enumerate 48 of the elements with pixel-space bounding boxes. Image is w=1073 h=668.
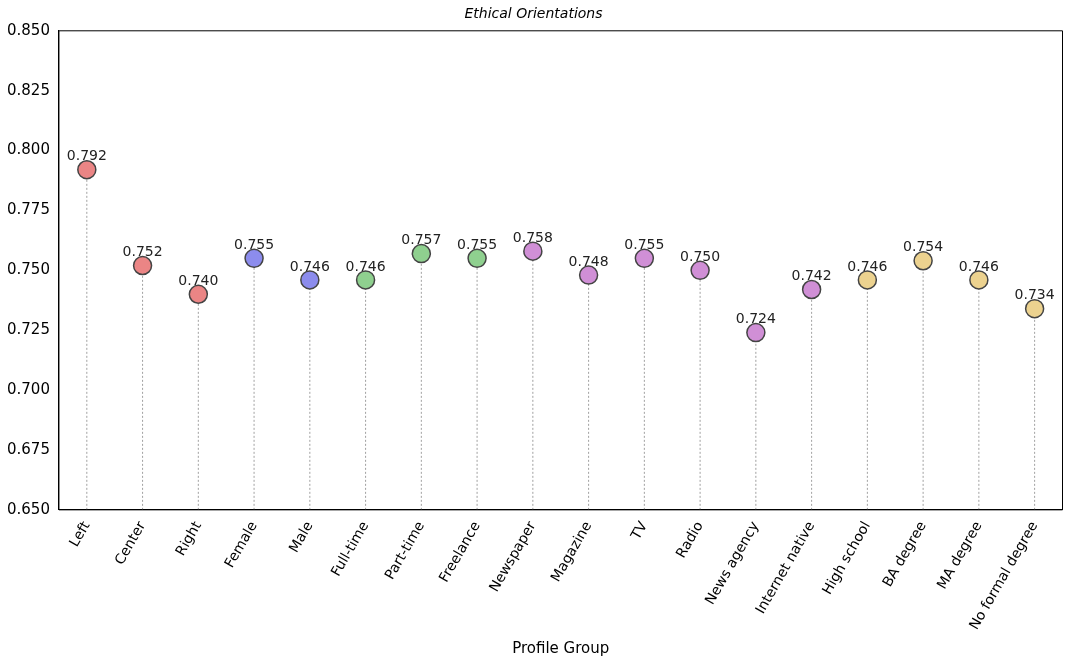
data-label: 0.746 (289, 257, 330, 274)
data-label: 0.724 (735, 310, 776, 327)
y-tick-label: 0.825 (6, 80, 50, 99)
data-label: 0.734 (1014, 286, 1055, 303)
data-label: 0.750 (680, 247, 721, 264)
data-label: 0.746 (345, 257, 386, 274)
point (634, 248, 655, 269)
data-label: 0.742 (791, 267, 832, 284)
chart-title: Ethical Orientations (464, 5, 603, 22)
point (690, 260, 710, 281)
point (857, 270, 878, 290)
data-label: 0.755 (457, 235, 498, 252)
point (1024, 298, 1045, 319)
point (77, 159, 97, 180)
data-label: 0.754 (903, 238, 944, 255)
y-tick-label: 0.725 (6, 320, 50, 339)
data-label: 0.748 (568, 252, 609, 269)
y-tick-label: 0.650 (6, 499, 50, 518)
x-tick-label: TV (626, 517, 651, 543)
point (411, 243, 432, 264)
y-tick-label: 0.800 (6, 140, 50, 159)
point (467, 248, 487, 269)
data-label: 0.752 (122, 243, 163, 260)
data-label: 0.755 (234, 235, 275, 252)
point (300, 270, 320, 290)
point (355, 270, 376, 290)
data-label: 0.757 (401, 231, 442, 248)
data-label: 0.792 (66, 147, 107, 164)
point (188, 284, 209, 305)
point (132, 255, 153, 276)
data-label: 0.755 (624, 235, 665, 252)
data-label: 0.746 (958, 257, 999, 274)
y-tick-label: 0.775 (6, 200, 50, 219)
point (244, 248, 264, 269)
data-label: 0.758 (512, 228, 553, 245)
x-axis-title: Profile Group (512, 638, 610, 657)
y-tick-label: 0.700 (6, 379, 50, 398)
data-label: 0.740 (178, 271, 219, 288)
point (578, 265, 599, 285)
y-tick-label: 0.675 (6, 439, 50, 458)
data-label: 0.746 (847, 257, 888, 274)
point (913, 250, 933, 271)
y-tick-label: 0.850 (6, 20, 50, 39)
point (523, 241, 543, 261)
point (801, 279, 822, 300)
point (746, 322, 766, 343)
y-tick-label: 0.750 (6, 260, 50, 279)
point (969, 270, 989, 290)
